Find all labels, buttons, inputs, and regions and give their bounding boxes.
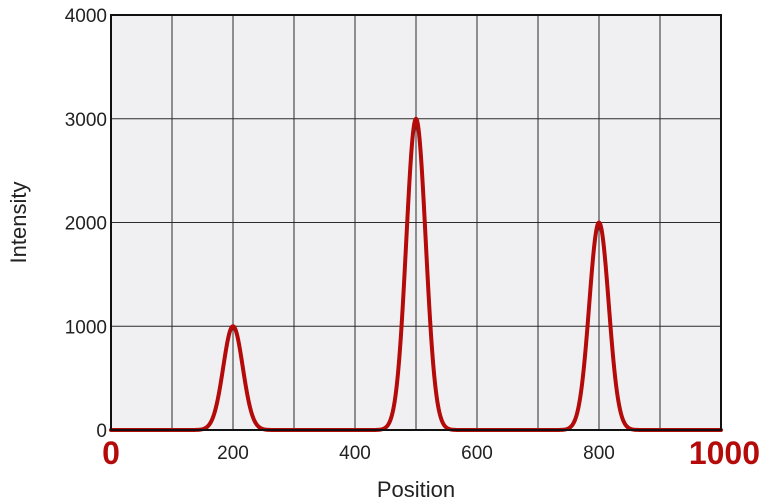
- plot-frame: [110, 14, 722, 431]
- y-tick-labels: 0 1000 2000 3000 4000: [65, 6, 107, 442]
- x-tick-label: 200: [217, 443, 249, 464]
- y-tick-label: 2000: [65, 214, 107, 235]
- y-tick-label: 4000: [65, 6, 107, 27]
- intensity-curve: [109, 116, 723, 432]
- x-tick-label: 800: [583, 443, 615, 464]
- x-tick-label: 400: [339, 443, 371, 464]
- y-tick-label: 0: [96, 421, 107, 442]
- y-tick-label: 3000: [65, 110, 107, 131]
- x-tick-labels: 200 400 600 800: [217, 443, 615, 464]
- x-axis-end-label: 1000: [689, 435, 760, 471]
- x-axis-title: Position: [377, 477, 455, 502]
- grid-lines: [111, 15, 721, 430]
- y-axis-title: Intensity: [6, 182, 31, 264]
- x-tick-label: 600: [461, 443, 493, 464]
- x-axis-start-label: 0: [102, 435, 120, 471]
- y-tick-label: 1000: [65, 317, 107, 338]
